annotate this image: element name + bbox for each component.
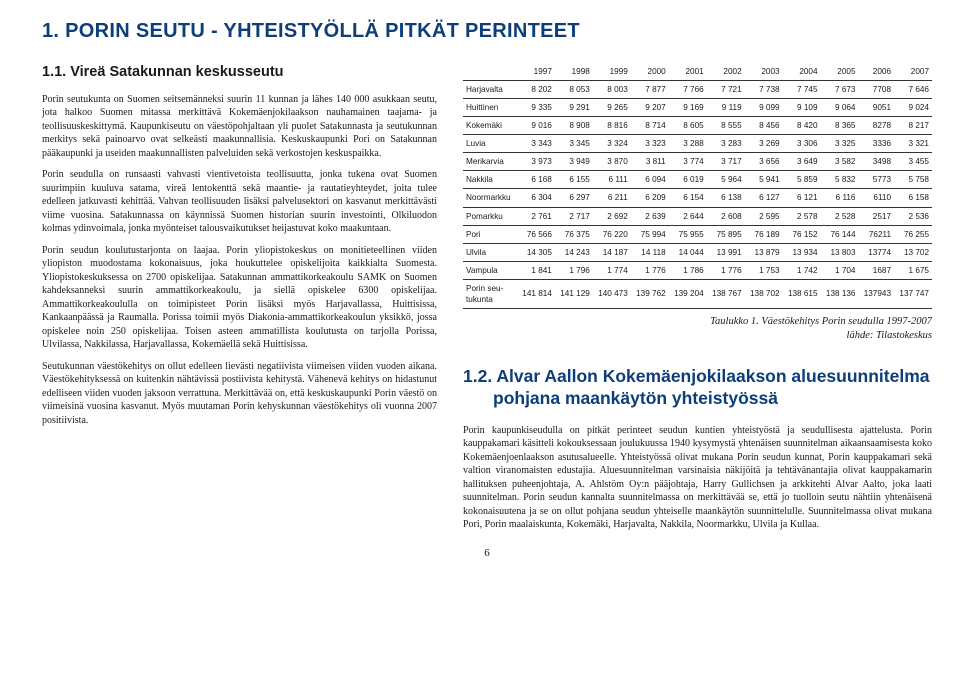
table-row: Pori76 56676 37576 22075 99475 95575 895… [463, 225, 932, 243]
population-table: 1997199819992000200120022003200420052006… [463, 63, 932, 309]
left-column: 1.1. Vireä Satakunnan keskusseutu Porin … [42, 63, 437, 540]
caption-line-1: Taulukko 1. Väestökehitys Porin seudulla… [710, 316, 932, 327]
table-row: Vampula1 8411 7961 7741 7761 7861 7761 7… [463, 261, 932, 279]
table-row: Pomarkku2 7612 7172 6922 6392 6442 6082 … [463, 207, 932, 225]
year-header: 2001 [669, 63, 707, 81]
paragraph-1: Porin seutukunta on Suomen seitsemänneks… [42, 93, 437, 161]
year-header: 1998 [555, 63, 593, 81]
table-row: Nakkila6 1686 1556 1116 0946 0195 9645 9… [463, 171, 932, 189]
year-header: 2006 [859, 63, 895, 81]
paragraph-3: Porin seudun koulutustarjonta on laajaa.… [42, 244, 437, 352]
year-header: 1999 [593, 63, 631, 81]
right-column: 1997199819992000200120022003200420052006… [463, 63, 932, 540]
year-header: 2005 [821, 63, 859, 81]
table-row: Kokemäki9 0168 9088 8168 7148 6058 5558 … [463, 117, 932, 135]
year-header: 2004 [783, 63, 821, 81]
paragraph-2: Porin seudulla on runsaasti vahvasti vie… [42, 168, 437, 236]
table-row: Merikarvia3 9733 9493 8703 8113 7743 717… [463, 153, 932, 171]
year-header: 2007 [894, 63, 932, 81]
table-row: Luvia3 3433 3453 3243 3233 2883 2833 269… [463, 135, 932, 153]
table-row: Ulvila14 30514 24314 18714 11814 04413 9… [463, 243, 932, 261]
year-header: 1997 [517, 63, 555, 81]
year-header: 2002 [707, 63, 745, 81]
table-row: Noormarkku6 3046 2976 2116 2096 1546 138… [463, 189, 932, 207]
caption-line-2: lähde: Tilastokeskus [847, 330, 932, 341]
table-row: Huittinen9 3359 2919 2659 2079 1699 1199… [463, 99, 932, 117]
table-row: Porin seu- tukunta141 814141 129140 4731… [463, 279, 932, 308]
page-number: 6 [42, 546, 932, 561]
table-caption: Taulukko 1. Väestökehitys Porin seudulla… [463, 315, 932, 342]
section-1-1-title: 1.1. Vireä Satakunnan keskusseutu [42, 63, 437, 83]
paragraph-4: Seutukunnan väestökehitys on ollut edell… [42, 360, 437, 428]
page-heading: 1. PORIN SEUTU - YHTEISTYÖLLÄ PITKÄT PER… [42, 18, 932, 45]
year-header: 2003 [745, 63, 783, 81]
table-row: Harjavalta8 2028 0538 0037 8777 7667 721… [463, 81, 932, 99]
section-1-2-title: 1.2. Alvar Aallon Kokemäenjokilaakson al… [463, 366, 932, 410]
paragraph-5: Porin kaupunkiseudulla on pitkät perinte… [463, 424, 932, 532]
year-header: 2000 [631, 63, 669, 81]
